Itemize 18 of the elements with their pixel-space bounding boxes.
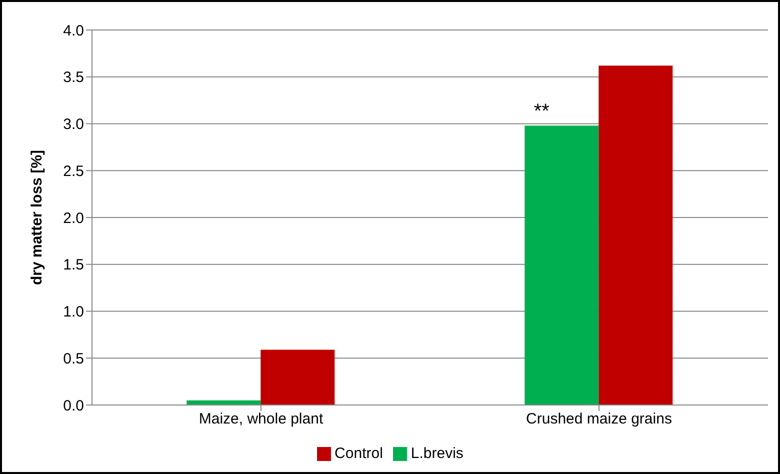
annotation: ** (534, 100, 550, 123)
bar (598, 66, 673, 405)
legend-label: L.brevis (410, 445, 464, 462)
y-tick-label: 1.5 (63, 256, 84, 274)
y-tick-label: 1.0 (63, 304, 84, 321)
x-tick-label: Maize, whole plant (198, 410, 324, 428)
legend-label: Control (334, 445, 383, 462)
bar (524, 126, 599, 405)
y-tick-label: 0.0 (63, 397, 84, 414)
y-axis-title: dry matter loss [%] (28, 150, 46, 286)
y-tick-label: 0.5 (63, 350, 84, 368)
y-tick-label: 3.5 (63, 69, 84, 86)
y-tick-label: 3.0 (63, 116, 84, 134)
y-tick-label: 4.0 (63, 22, 84, 40)
y-tick-label: 2.5 (63, 162, 84, 180)
y-tick-label: 2.0 (63, 210, 84, 227)
x-tick-label: Crushed maize grains (526, 410, 672, 428)
bar (260, 350, 335, 405)
